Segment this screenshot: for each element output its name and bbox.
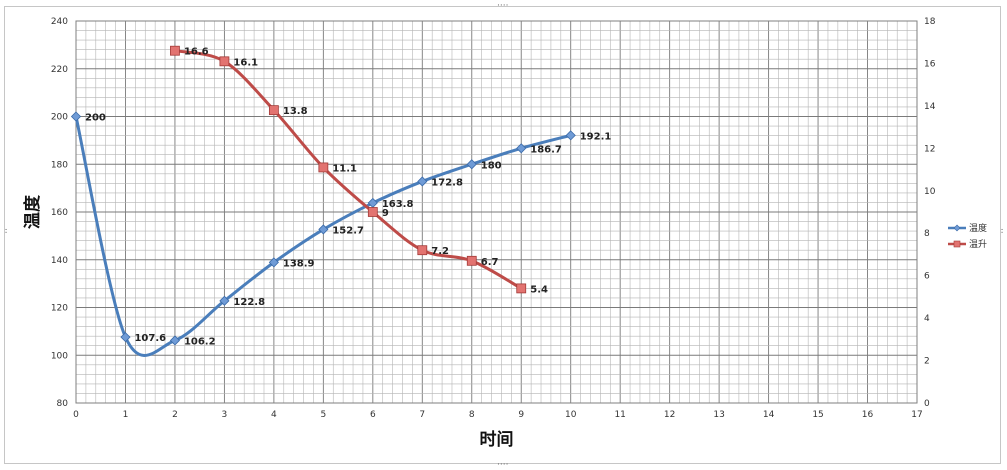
legend-item: 温度 bbox=[948, 222, 987, 234]
y-right-tick-label: 8 bbox=[924, 229, 930, 239]
x-tick-label: 14 bbox=[763, 410, 775, 420]
y-left-tick-label: 80 bbox=[57, 399, 69, 409]
data-label: 107.6 bbox=[134, 333, 166, 344]
data-label: 192.1 bbox=[580, 131, 612, 142]
x-tick-label: 0 bbox=[73, 410, 79, 420]
y-left-tick-label: 140 bbox=[51, 256, 68, 266]
y-right-tick-label: 14 bbox=[924, 102, 936, 112]
legend-label: 温度 bbox=[969, 222, 987, 234]
data-point bbox=[417, 245, 428, 256]
data-label: 5.4 bbox=[530, 284, 548, 295]
y-left-tick-label: 160 bbox=[51, 208, 68, 218]
y-right-tick-labels: 0 2 4 6 8 10 12 14 16 18 bbox=[924, 17, 936, 409]
data-point bbox=[516, 143, 527, 154]
legend-marker bbox=[953, 224, 961, 232]
y-right-tick-label: 4 bbox=[924, 314, 930, 324]
resize-handle-top[interactable]: ···· bbox=[497, 1, 509, 11]
x-tick-label: 3 bbox=[222, 410, 228, 420]
x-tick-label: 17 bbox=[911, 410, 922, 420]
data-point bbox=[318, 162, 329, 173]
y-right-tick-label: 6 bbox=[924, 272, 930, 282]
x-axis-title: 时间 bbox=[480, 429, 514, 450]
series-0: 200 107.6 106.2 122.8 138.9 152.7 163.8 172.8 18… bbox=[70, 111, 612, 357]
y-right-tick-label: 12 bbox=[924, 144, 935, 154]
data-label: 186.7 bbox=[530, 144, 562, 155]
y-left-tick-label: 180 bbox=[51, 160, 68, 170]
data-label: 122.8 bbox=[233, 297, 265, 308]
series-group: 200 107.6 106.2 122.8 138.9 152.7 163.8 172.8 18… bbox=[70, 45, 612, 357]
y-left-tick-label: 220 bbox=[51, 65, 68, 75]
data-point bbox=[417, 176, 428, 187]
y-left-tick-label: 240 bbox=[51, 17, 68, 27]
y-right-tick-label: 0 bbox=[924, 399, 930, 409]
data-point bbox=[318, 224, 329, 235]
plot-area-border bbox=[75, 20, 918, 404]
data-label: 152.7 bbox=[332, 225, 364, 236]
data-point bbox=[70, 111, 82, 122]
x-tick-label: 8 bbox=[469, 410, 475, 420]
series-line bbox=[174, 49, 522, 290]
data-label: 6.7 bbox=[481, 257, 499, 268]
data-point bbox=[219, 295, 230, 306]
x-tick-label: 11 bbox=[614, 410, 625, 420]
data-label: 163.8 bbox=[382, 199, 414, 210]
data-point bbox=[120, 332, 131, 343]
data-label: 180 bbox=[481, 160, 502, 171]
data-point bbox=[466, 255, 477, 266]
x-tick-label: 5 bbox=[320, 410, 326, 420]
chart-frame bbox=[4, 6, 1001, 464]
data-point bbox=[565, 130, 576, 141]
series-1: 16.6 16.1 13.8 11.1 9 7.2 6.7 5.4 bbox=[170, 45, 548, 295]
resize-handle-bottom[interactable]: ···· bbox=[497, 460, 509, 470]
data-label: 138.9 bbox=[283, 258, 315, 269]
x-tick-label: 9 bbox=[518, 410, 524, 420]
data-label: 11.1 bbox=[332, 163, 357, 174]
x-tick-label: 1 bbox=[123, 410, 129, 420]
x-tick-label: 4 bbox=[271, 410, 277, 420]
data-point bbox=[169, 335, 181, 346]
x-tick-label: 15 bbox=[812, 410, 823, 420]
x-tick-label: 12 bbox=[664, 410, 675, 420]
data-point bbox=[268, 105, 279, 116]
y-left-tick-labels: 80 100 120 140 160 180 200 220 240 bbox=[51, 17, 68, 409]
data-point bbox=[268, 257, 279, 268]
data-label: 16.6 bbox=[184, 47, 209, 58]
y-right-tick-label: 2 bbox=[924, 357, 930, 367]
x-tick-label: 2 bbox=[172, 410, 178, 420]
x-tick-label: 10 bbox=[565, 410, 577, 420]
data-label: 9 bbox=[382, 208, 389, 219]
y-left-tick-label: 200 bbox=[51, 113, 68, 123]
resize-handle-right[interactable]: ·· bbox=[996, 228, 1006, 234]
data-label: 172.8 bbox=[431, 177, 463, 188]
resize-handle-left[interactable]: ·· bbox=[0, 228, 10, 234]
x-tick-label: 16 bbox=[862, 410, 874, 420]
legend-label: 温升 bbox=[969, 239, 987, 250]
data-label: 16.1 bbox=[233, 57, 258, 68]
y-left-tick-label: 120 bbox=[51, 304, 68, 314]
grid-lines bbox=[75, 20, 918, 404]
data-point bbox=[367, 207, 378, 217]
data-point bbox=[516, 283, 527, 294]
data-point bbox=[219, 56, 230, 67]
data-point bbox=[170, 45, 180, 56]
data-label: 200 bbox=[85, 113, 106, 124]
y-right-tick-label: 18 bbox=[924, 17, 936, 27]
y-right-tick-label: 16 bbox=[924, 59, 936, 69]
data-label: 106.2 bbox=[184, 336, 216, 347]
y-right-tick-label: 10 bbox=[924, 187, 936, 197]
x-tick-label: 6 bbox=[370, 410, 376, 420]
data-label: 7.2 bbox=[431, 246, 449, 257]
data-point bbox=[466, 159, 477, 170]
x-tick-label: 7 bbox=[419, 410, 425, 420]
x-tick-label: 13 bbox=[713, 410, 724, 420]
x-tick-labels: 0 1 2 3 4 5 6 7 8 9 10 11 12 13 14 15 16 17 bbox=[73, 410, 923, 420]
y-left-tick-label: 100 bbox=[51, 351, 68, 361]
y-axis-title: 温度 bbox=[22, 194, 43, 229]
data-label: 13.8 bbox=[283, 106, 308, 117]
legend-item: 温升 bbox=[948, 239, 987, 250]
legend-marker bbox=[953, 240, 961, 248]
